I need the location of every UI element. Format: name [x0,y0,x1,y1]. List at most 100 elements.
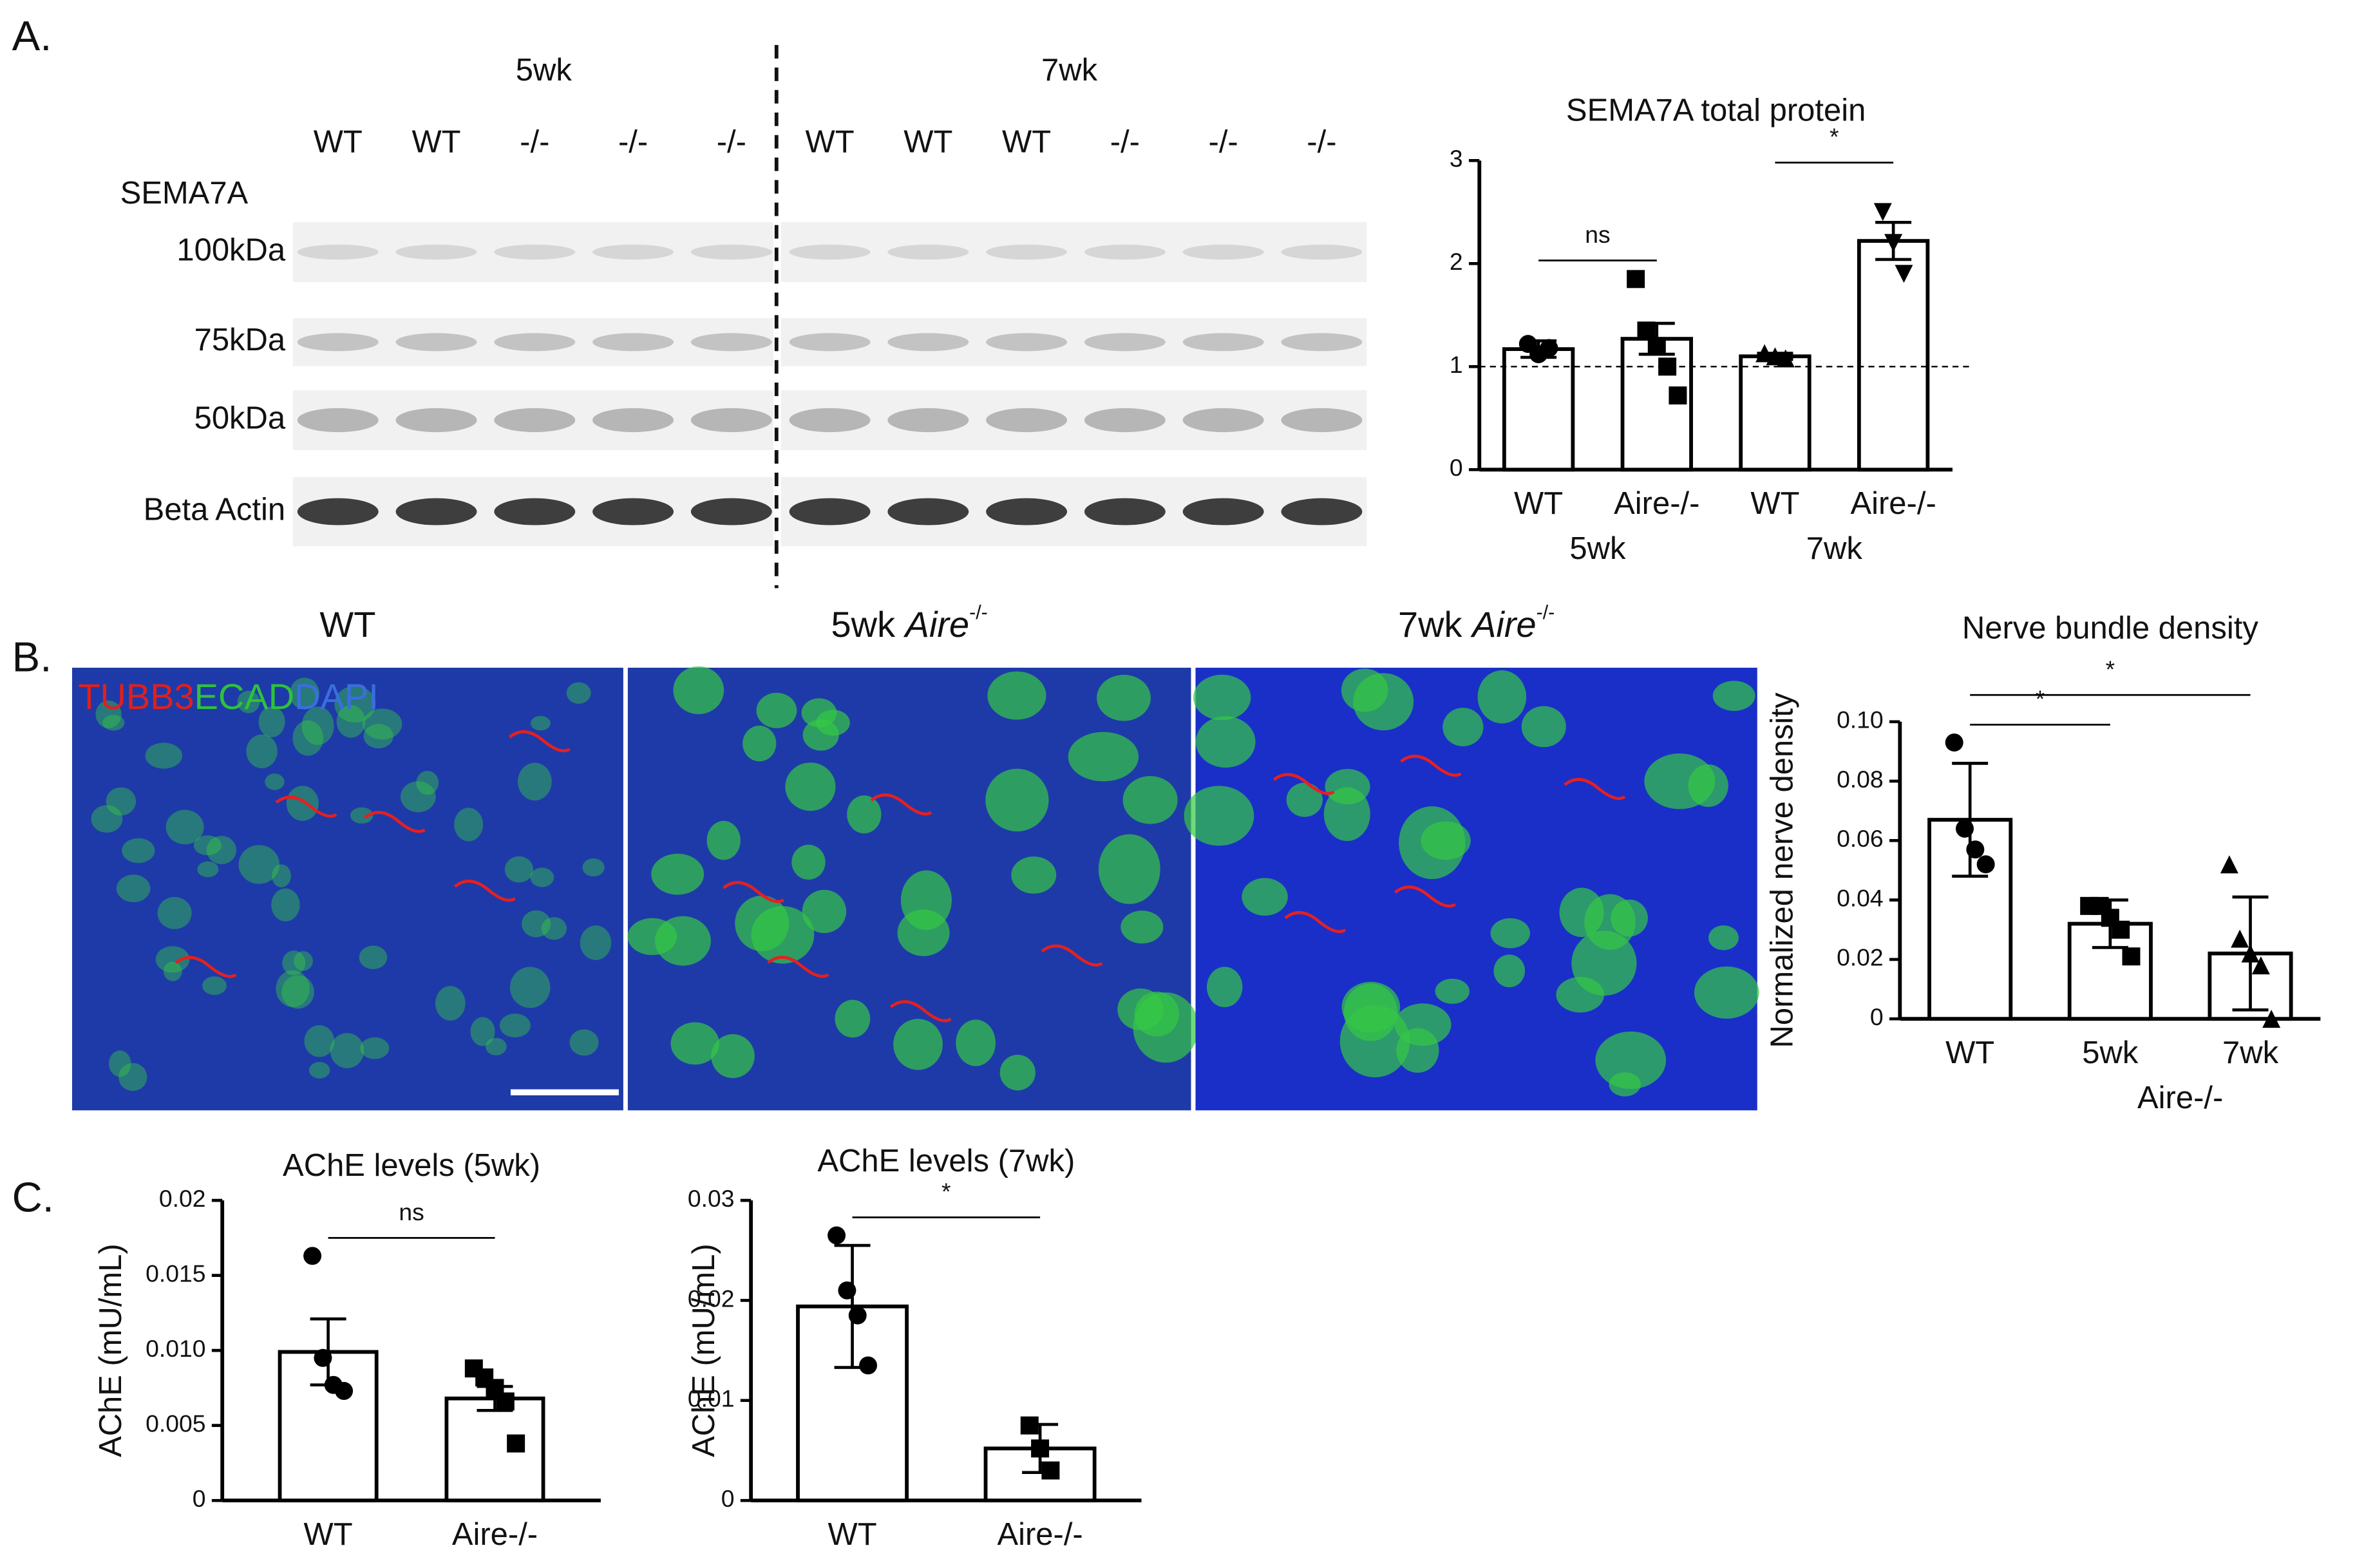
data-point [1873,203,1892,222]
epithelial-cluster [286,786,319,821]
bar [1739,354,1811,472]
epithelial-cluster [1490,918,1530,949]
epithelial-cluster [237,690,260,713]
bar [1502,347,1575,472]
band [690,333,772,352]
epithelial-cluster [122,838,155,864]
band [887,498,969,525]
data-point [859,1356,878,1375]
epithelial-cluster [847,795,882,834]
band [1281,333,1363,352]
band [297,408,379,433]
epithelial-cluster [486,1037,507,1055]
epithelial-cluster [95,700,122,728]
row-label: 100kDa [176,232,286,267]
epithelial-cluster [272,864,291,888]
epithelial-cluster [416,771,439,795]
nerve-fiber [723,881,785,903]
epithelial-cluster [246,734,278,768]
epithelial-cluster [116,874,151,903]
band [592,333,674,352]
blot-group-label: 5wk [516,53,572,88]
significance-label: * [2036,685,2045,712]
y-axis-label: Normalized nerve density [1765,692,1800,1048]
band [1182,333,1264,352]
epithelial-cluster [1609,1072,1641,1097]
stain-legend: TUBB3ECADDAPI [78,676,378,717]
band [494,333,576,352]
y-tick-label: 0 [193,1485,206,1512]
data-point [303,1247,322,1265]
significance-label: ns [399,1198,424,1225]
y-tick-label: 1 [1450,351,1463,378]
epithelial-cluster [569,1029,599,1056]
x-tick-label: WT [1945,1035,1994,1070]
lane-label: WT [903,125,952,160]
stain-name: TUBB3 [78,676,194,717]
epithelial-cluster [1286,782,1323,817]
image-title-sup: -/- [1537,602,1555,623]
bar [444,1396,545,1503]
epithelial-cluster [504,856,534,883]
nerve-fiber [175,956,237,978]
epithelial-cluster [454,808,484,842]
data-point [838,1281,856,1299]
band [592,244,674,260]
image-title-gap [895,604,905,645]
blot-strip [780,317,1367,366]
epithelial-cluster [518,762,552,801]
chart-title: AChE levels (7wk) [817,1144,1075,1178]
data-point [1945,733,1963,752]
epithelial-cluster [360,1037,390,1059]
lane-label: -/- [717,125,746,160]
band [1281,498,1363,525]
epithelial-cluster [1325,769,1370,805]
band [789,498,871,525]
epithelial-cluster [802,889,847,934]
epithelial-cluster [106,787,137,816]
band [986,333,1068,352]
epithelial-cluster [289,677,319,710]
image-title: 7wk Aire-/- [1398,602,1555,645]
epithelial-cluster [238,845,280,884]
micrograph [71,667,623,1111]
epithelial-cluster [1242,878,1288,916]
epithelial-cluster [470,1017,495,1046]
image-title-sup: -/- [969,602,988,623]
epithelial-cluster [531,715,551,731]
epithelial-cluster [985,768,1049,832]
epithelial-cluster [670,1022,719,1065]
significance-label: * [941,1178,951,1205]
band [592,408,674,433]
group-label: Aire-/- [2137,1081,2223,1115]
epithelial-cluster [751,906,815,964]
row-label: 75kDa [194,323,286,357]
data-point [2112,920,2130,939]
significance-label: * [2106,656,2115,683]
band [690,498,772,525]
y-tick-label: 2 [1450,248,1463,275]
image-title-gap [1462,604,1473,645]
y-tick-label: 0 [721,1485,735,1512]
data-point [1976,855,1995,874]
epithelial-cluster [566,682,591,704]
epithelial-cluster [893,1019,943,1070]
lane-label: WT [411,125,460,160]
epithelial-cluster [1122,776,1178,824]
epithelial-cluster [1644,753,1716,809]
y-tick-label: 0.02 [1837,944,1884,971]
data-point [1884,234,1903,252]
nerve-fiber [889,1000,952,1023]
band [395,244,477,260]
lane-label: -/- [520,125,549,160]
chart-title: AChE levels (5wk) [283,1148,540,1183]
nerve-fiber [1394,885,1457,908]
epithelial-cluster [330,1033,364,1068]
band [1281,408,1363,433]
epithelial-cluster [155,946,190,973]
epithelial-cluster [1133,992,1199,1063]
epithelial-cluster [197,861,219,878]
band [1084,333,1166,352]
data-point [1627,270,1645,288]
